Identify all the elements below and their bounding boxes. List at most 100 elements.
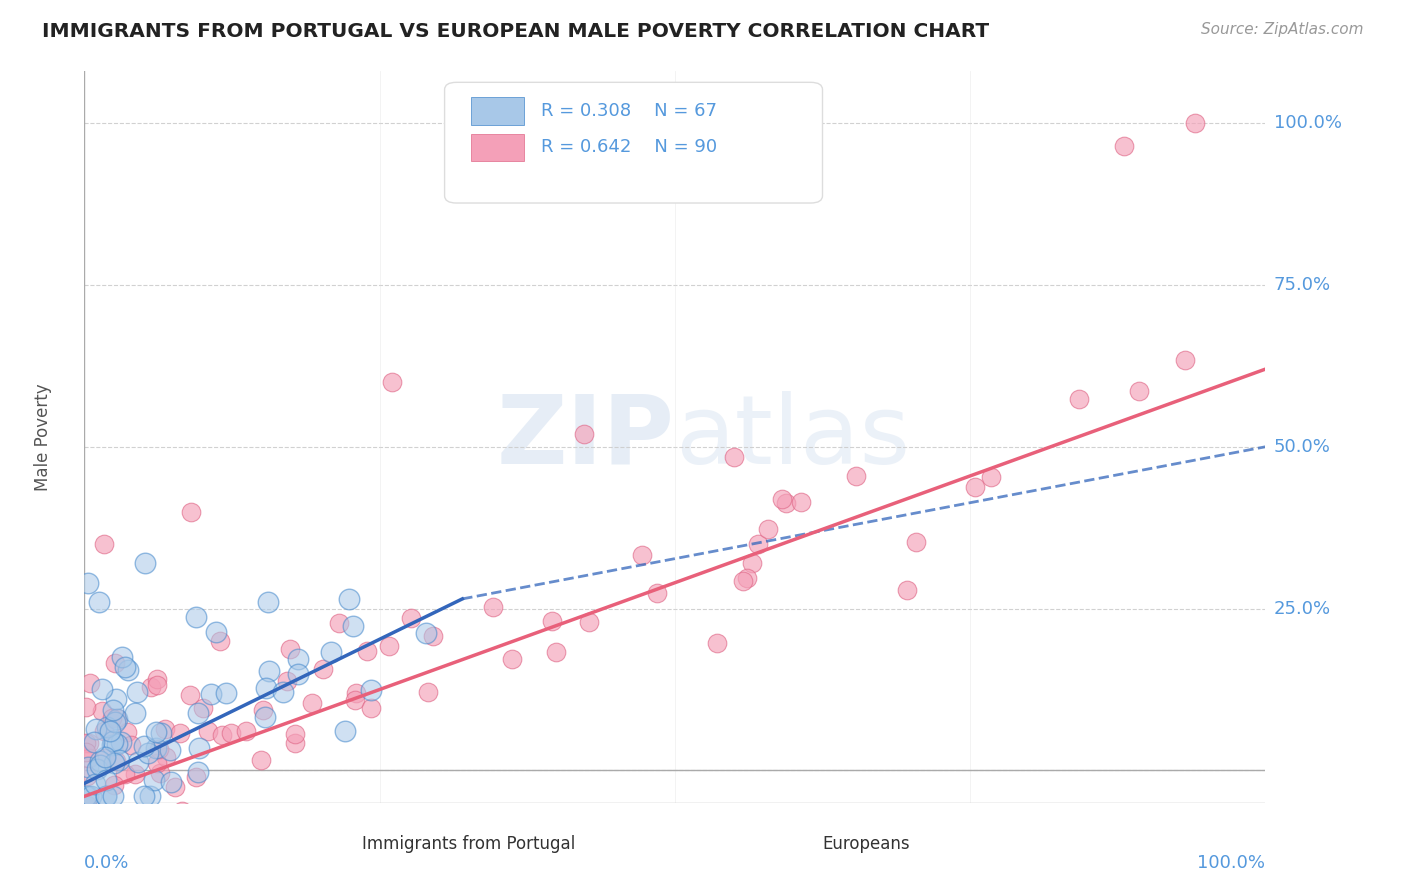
Point [415,625,437,640]
Point [94,789,117,804]
Point [356,644,378,658]
Point [896,582,918,597]
Point [1173,352,1195,367]
Point [205,624,228,639]
Point [96,789,118,804]
Point [98,724,121,739]
Point [273,685,295,699]
Point [186,610,208,624]
Point [105,737,128,751]
Point [165,780,187,794]
Point [188,740,211,755]
Point [1112,138,1135,153]
Point [103,789,125,804]
Text: 100.0%: 100.0% [1274,114,1341,132]
Point [91,681,114,696]
Point [501,652,523,666]
Point [284,736,307,750]
Point [145,756,167,770]
Point [312,662,335,676]
Text: Europeans: Europeans [823,836,910,854]
Point [145,740,167,755]
Point [153,722,176,736]
Text: ZIP: ZIP [496,391,675,483]
Point [235,723,257,738]
Point [319,645,342,659]
Point [276,674,298,689]
Point [104,715,127,730]
Text: 50.0%: 50.0% [1274,438,1330,456]
Point [111,649,134,664]
Point [124,706,146,720]
Point [115,724,138,739]
Point [134,789,156,804]
Point [86,762,108,776]
Point [254,681,277,696]
Point [89,758,111,772]
Point [79,675,101,690]
Point [179,689,201,703]
Point [101,733,124,747]
Point [191,701,214,715]
Point [252,703,274,717]
Text: IMMIGRANTS FROM PORTUGAL VS EUROPEAN MALE POVERTY CORRELATION CHART: IMMIGRANTS FROM PORTUGAL VS EUROPEAN MAL… [42,22,990,41]
Point [89,595,111,609]
Point [103,778,125,792]
Point [83,735,105,749]
Point [541,614,564,628]
Point [93,537,115,551]
Point [187,764,209,779]
Point [148,741,170,756]
Point [103,756,125,770]
Point [120,738,142,752]
Point [706,635,728,649]
Point [114,659,136,673]
Point [337,591,360,606]
Point [101,703,124,717]
Text: 75.0%: 75.0% [1274,276,1331,294]
Point [723,450,745,464]
Point [482,599,505,614]
Point [108,753,131,767]
Point [770,491,793,506]
Point [342,619,364,633]
Point [146,807,169,822]
Point [107,711,129,725]
Point [145,725,167,739]
Point [747,537,769,551]
Point [96,720,118,734]
Point [219,726,242,740]
Text: 100.0%: 100.0% [1198,854,1265,872]
Text: R = 0.642    N = 90: R = 0.642 N = 90 [541,138,717,156]
Point [631,549,654,563]
Point [287,652,309,666]
Point [333,723,356,738]
Point [93,724,115,739]
Point [980,469,1002,483]
Point [211,728,233,742]
Point [328,615,350,630]
Point [422,629,444,643]
Point [77,789,100,804]
Point [76,760,98,774]
Point [127,755,149,769]
Point [278,642,301,657]
Point [114,767,136,781]
Point [75,745,97,759]
Point [170,804,193,818]
Point [159,743,181,757]
Point [645,586,668,600]
Point [733,574,755,589]
Point [344,686,367,700]
Point [76,769,98,783]
Text: 0.0%: 0.0% [84,854,129,872]
Point [250,753,273,767]
Point [200,687,222,701]
Text: Male Poverty: Male Poverty [34,384,52,491]
Point [381,375,404,389]
Point [104,656,127,670]
Text: Immigrants from Portugal: Immigrants from Portugal [361,836,575,854]
Point [117,663,139,677]
Point [96,773,118,788]
FancyBboxPatch shape [444,82,823,203]
